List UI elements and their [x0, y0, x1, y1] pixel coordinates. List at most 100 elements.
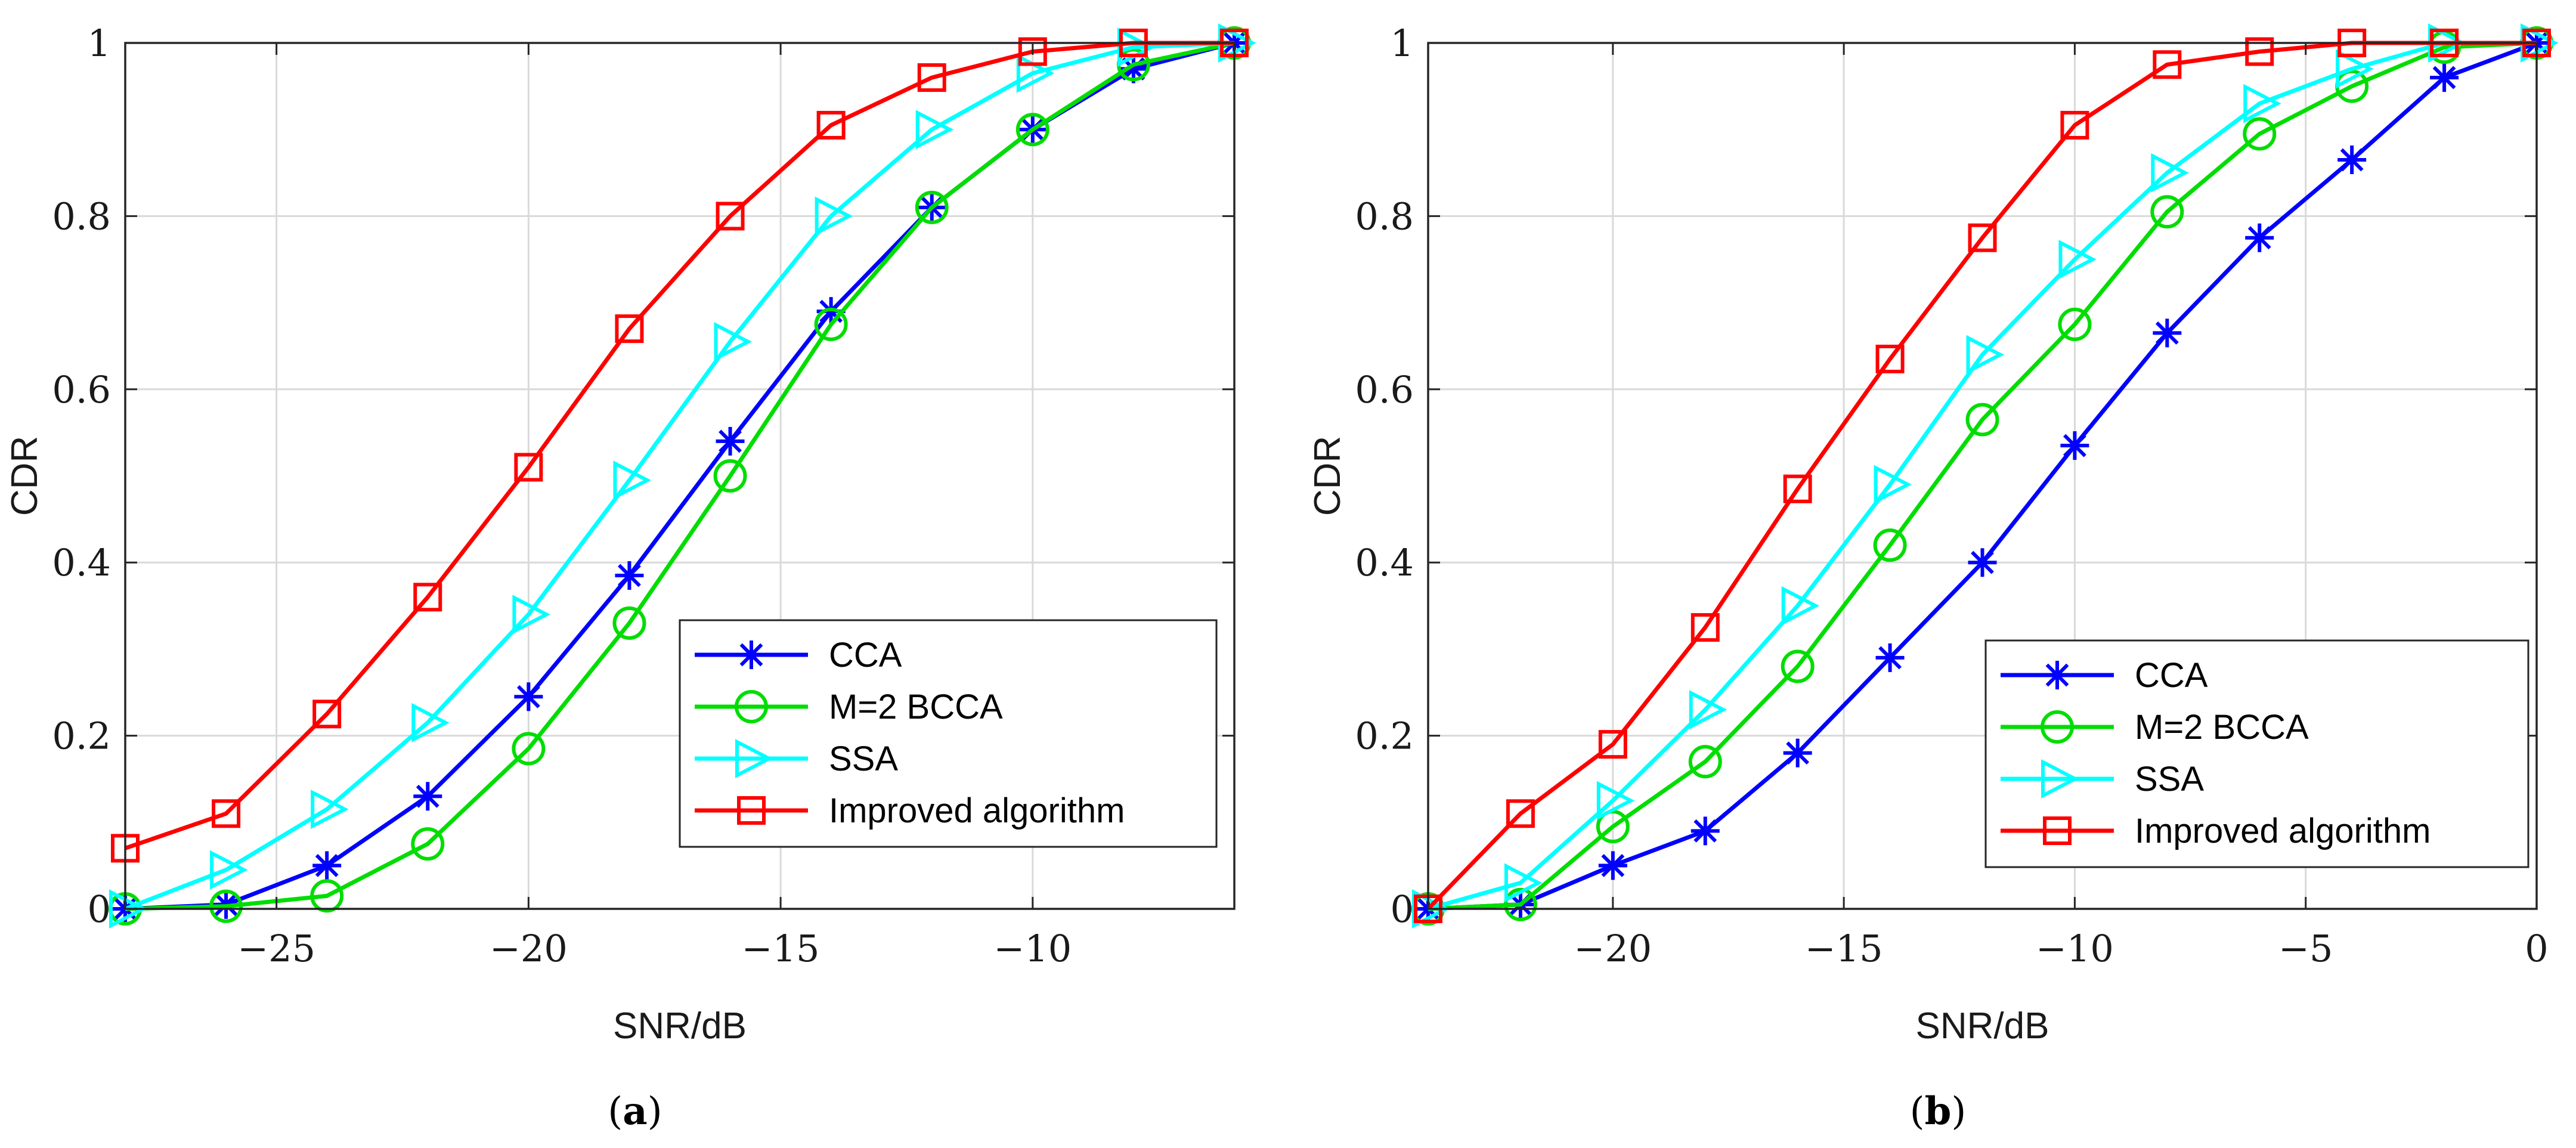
series-line-ssa — [124, 41, 1235, 911]
caption-close-paren: ) — [648, 1090, 662, 1134]
data-point-improved-algorithm — [1018, 37, 1047, 66]
panel-caption: (b) — [1910, 1089, 1967, 1134]
data-point-ssa — [1596, 781, 1635, 821]
axes-frame — [1427, 42, 2538, 910]
legend-marker-cca — [737, 640, 766, 669]
legend: CCA M=2 BCCA SSA Improved algorithm — [1984, 639, 2529, 868]
data-point-m-2-bcca — [512, 732, 546, 766]
series-line-improved-algorithm — [124, 41, 1234, 850]
data-point-cca — [1875, 643, 1905, 672]
series-line-ssa — [1428, 41, 2537, 911]
data-point-improved-algorithm — [2153, 50, 2182, 79]
legend-label-improved-algorithm: Improved algorithm — [2135, 812, 2431, 850]
caption-close-paren: ) — [1951, 1090, 1966, 1134]
data-point-improved-algorithm — [1690, 613, 1720, 642]
data-point-improved-algorithm — [312, 700, 342, 729]
data-point-ssa — [1874, 465, 1912, 505]
legend-label-ssa: SSA — [829, 739, 898, 778]
y-tick-label: 0.4 — [1355, 541, 1414, 584]
data-point-ssa — [2151, 153, 2189, 193]
data-point-improved-algorithm — [413, 583, 442, 612]
data-point-cca — [312, 851, 342, 880]
y-tick-label: 0.8 — [52, 194, 111, 238]
x-tick-label: −5 — [2278, 927, 2333, 970]
data-point-m-2-bcca — [713, 459, 747, 493]
y-tick-label: 0.6 — [1355, 368, 1414, 411]
data-point-m-2-bcca — [2150, 195, 2184, 229]
data-point-ssa — [109, 889, 147, 929]
x-axis-label: SNR/dB — [1916, 1005, 2049, 1047]
caption-letter: b — [1925, 1089, 1952, 1134]
data-point-ssa — [714, 322, 753, 361]
data-point-ssa — [1966, 335, 2005, 375]
data-point-cca — [2430, 63, 2459, 92]
data-point-m-2-bcca — [1965, 403, 1999, 437]
data-point-cca — [2245, 223, 2274, 252]
data-point-ssa — [915, 110, 954, 150]
y-tick-label: 0.8 — [1355, 194, 1414, 238]
data-point-m-2-bcca — [1503, 887, 1537, 921]
legend-label-m-2-bcca: M=2 BCCA — [2135, 708, 2309, 747]
y-tick-label: 0 — [88, 887, 111, 931]
x-tick-label: −10 — [2036, 927, 2114, 970]
data-point-ssa — [411, 703, 450, 742]
legend-marker-improved-algorithm — [737, 796, 766, 825]
data-point-cca — [514, 682, 543, 711]
data-point-m-2-bcca — [915, 190, 949, 224]
x-tick-label: −15 — [1805, 927, 1883, 970]
series-line-m-2-bcca — [125, 41, 1235, 911]
data-point-ssa — [2243, 83, 2281, 123]
data-point-cca — [1690, 816, 1720, 846]
data-point-cca — [716, 426, 745, 456]
data-point-cca — [2153, 318, 2182, 348]
data-point-m-2-bcca — [1015, 113, 1049, 147]
data-point-improved-algorithm — [2245, 37, 2274, 66]
data-point-m-2-bcca — [1688, 745, 1722, 779]
caption-open-paren: ( — [608, 1090, 623, 1134]
data-point-ssa — [311, 790, 349, 829]
y-tick-label: 1 — [88, 21, 111, 65]
data-point-improved-algorithm — [1506, 799, 1535, 828]
y-axis-label: CDR — [1307, 436, 1348, 516]
data-point-improved-algorithm — [615, 314, 644, 344]
data-point-m-2-bcca — [2058, 307, 2092, 341]
y-tick-label: 1 — [1391, 21, 1414, 65]
data-point-cca — [1968, 548, 1997, 577]
data-point-ssa — [815, 196, 853, 236]
y-tick-label: 0.6 — [52, 368, 111, 411]
legend-marker-ssa — [735, 739, 773, 778]
legend-label-ssa: SSA — [2135, 760, 2204, 799]
data-point-improved-algorithm — [514, 453, 543, 482]
data-point-cca — [816, 297, 846, 326]
data-point-ssa — [1504, 863, 1543, 903]
data-point-m-2-bcca — [411, 827, 445, 861]
data-point-improved-algorithm — [1875, 344, 1905, 373]
y-tick-label: 0.2 — [1355, 714, 1414, 758]
legend-marker-m-2-bcca — [735, 690, 768, 723]
data-point-improved-algorithm — [716, 202, 745, 231]
data-point-ssa — [210, 850, 248, 890]
panel-caption: (a) — [608, 1089, 662, 1134]
series-ssa — [1412, 23, 2559, 929]
data-point-cca — [1598, 851, 1627, 880]
data-point-m-2-bcca — [2243, 117, 2277, 151]
data-point-ssa — [613, 460, 651, 500]
data-point-ssa — [2058, 240, 2097, 279]
x-tick-label: −25 — [237, 927, 315, 970]
y-tick-label: 0.4 — [52, 541, 111, 584]
series-line-m-2-bcca — [1428, 41, 2537, 911]
x-tick-label: −15 — [742, 927, 820, 970]
x-axis-label: SNR/dB — [613, 1005, 747, 1047]
axes-frame — [124, 42, 1236, 910]
chart-panel-b: −20 −15 −10 −5 0 0 0.2 0.4 0.6 0.8 1 SNR/dB CDR CCA M=… — [1307, 21, 2559, 1134]
caption-open-paren: ( — [1910, 1090, 1925, 1134]
data-point-improved-algorithm — [1968, 223, 1997, 252]
data-point-m-2-bcca — [1873, 528, 1907, 562]
data-point-ssa — [2336, 49, 2374, 89]
data-point-cca — [2060, 431, 2089, 460]
data-point-improved-algorithm — [1598, 730, 1627, 759]
y-tick-label: 0 — [1391, 887, 1414, 931]
legend-label-cca: CCA — [829, 636, 902, 674]
data-point-improved-algorithm — [816, 110, 846, 140]
